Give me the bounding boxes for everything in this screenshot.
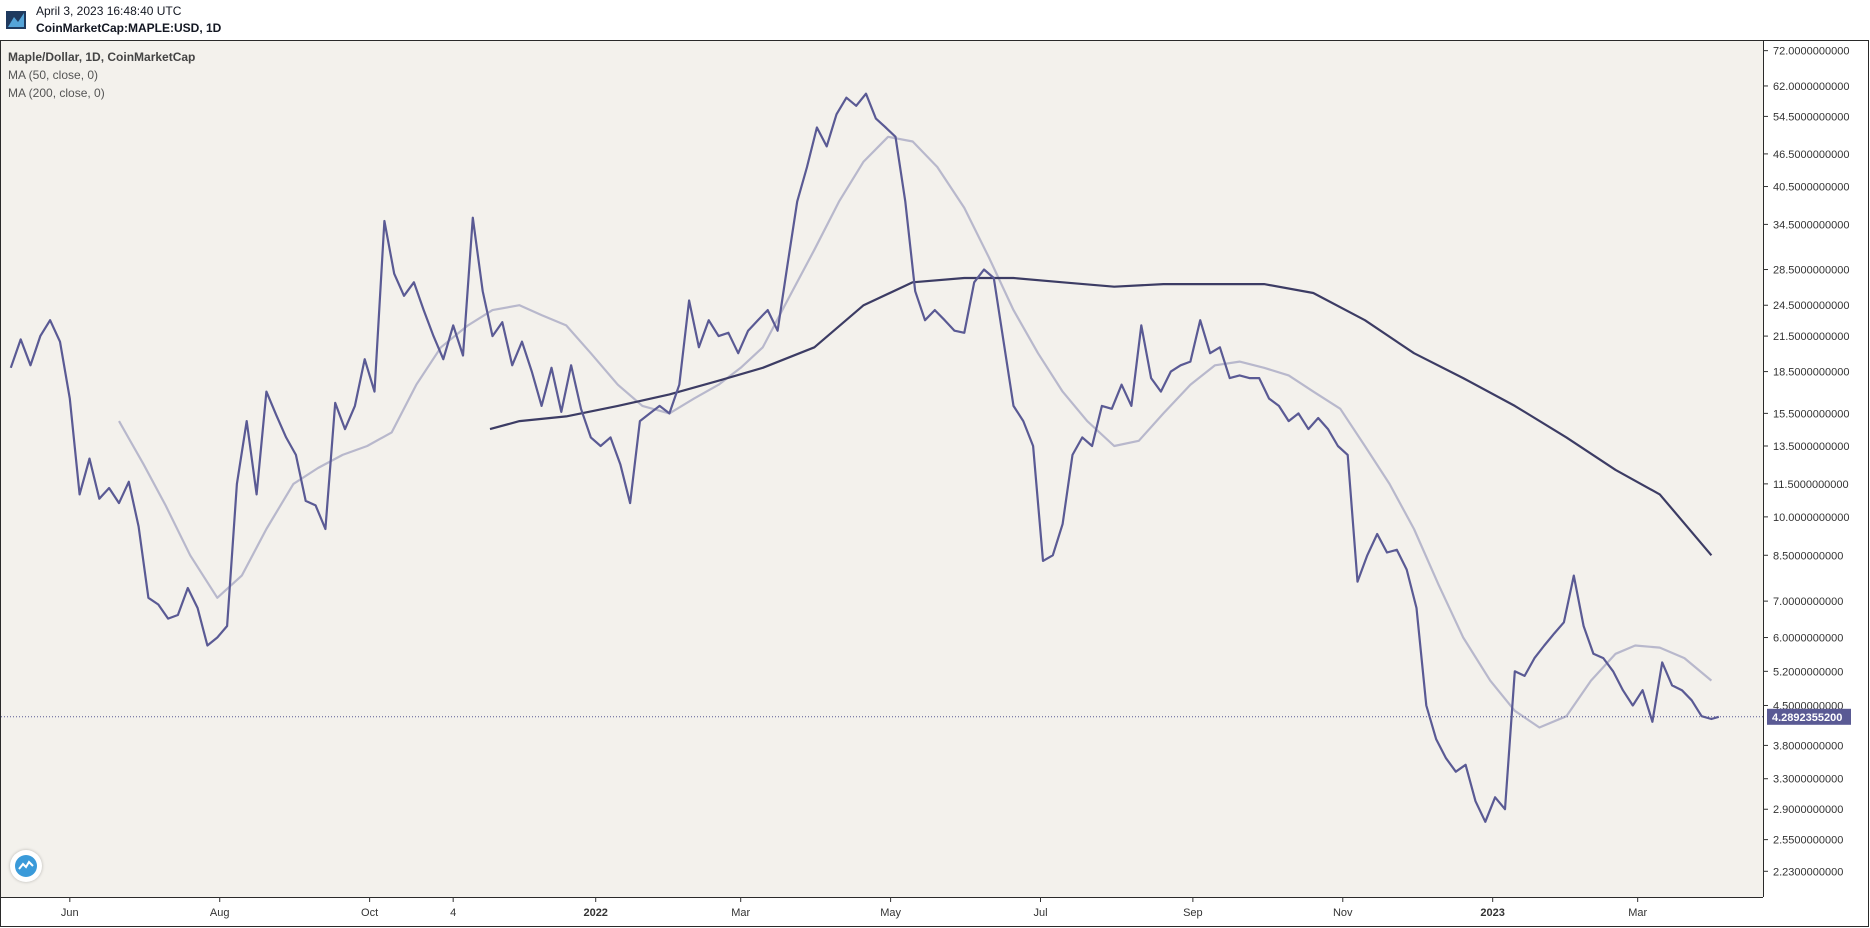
y-tick-label: 11.5000000000 — [1773, 479, 1849, 491]
chart-container: 72.0000000000 62.0000000000 54.5000000000 4… — [0, 40, 1870, 928]
tradingview-logo-icon — [6, 11, 26, 29]
x-tick-label: Oct — [361, 907, 378, 919]
price-chart: 72.0000000000 62.0000000000 54.5000000000 4… — [0, 40, 1869, 927]
y-tick-label: 46.5000000000 — [1773, 149, 1849, 161]
y-tick-label: 7.0000000000 — [1773, 596, 1843, 608]
ma50-series-line — [118, 135, 1713, 729]
x-tick-label: Mar — [731, 907, 750, 919]
last-price-group: 4.2892355200 — [1, 708, 1851, 725]
x-tick-label: Aug — [210, 907, 230, 919]
y-tick-label: 13.5000000000 — [1773, 441, 1849, 453]
price-series-line — [9, 92, 1720, 823]
plot-area — [1, 41, 1763, 897]
x-tick-label: 2022 — [583, 907, 607, 919]
y-tick-label: 72.0000000000 — [1773, 46, 1849, 58]
y-tick-label: 2.5500000000 — [1773, 835, 1843, 847]
y-tick-label: 34.5000000000 — [1773, 219, 1849, 231]
y-tick-label: 2.2300000000 — [1773, 866, 1843, 878]
y-tick-label: 3.8000000000 — [1773, 740, 1843, 752]
legend-ma200[interactable]: MA (200, close, 0) — [8, 86, 105, 100]
snapshot-timestamp: April 3, 2023 16:48:40 UTC — [36, 4, 182, 18]
x-tick-label: 4 — [450, 907, 456, 919]
x-tick-label: Mar — [1628, 907, 1647, 919]
chart-legend: Maple/Dollar, 1D, CoinMarketCap MA (50, … — [8, 48, 195, 102]
y-tick-label: 2.9000000000 — [1773, 804, 1843, 816]
y-tick-label: 15.5000000000 — [1773, 408, 1849, 420]
last-price-badge — [1767, 708, 1851, 725]
y-tick-label: 54.5000000000 — [1773, 111, 1849, 123]
legend-title: Maple/Dollar, 1D, CoinMarketCap — [8, 50, 196, 64]
price-axis: 72.0000000000 62.0000000000 54.5000000000 4… — [1763, 46, 1849, 878]
x-tick-label: Sep — [1183, 907, 1203, 919]
y-tick-label: 62.0000000000 — [1773, 81, 1849, 93]
x-tick-label: Nov — [1333, 907, 1353, 919]
series-layer — [9, 92, 1720, 823]
symbol-label: CoinMarketCap:MAPLE:USD, 1D — [36, 21, 222, 35]
y-tick-label: 24.5000000000 — [1773, 300, 1849, 312]
legend-ma50[interactable]: MA (50, close, 0) — [8, 68, 99, 82]
y-tick-label: 10.0000000000 — [1773, 512, 1849, 524]
header-bar: April 3, 2023 16:48:40 UTC CoinMarketCap… — [0, 0, 1870, 40]
last-price-label: 4.2892355200 — [1772, 712, 1842, 724]
y-tick-label: 8.5000000000 — [1773, 550, 1843, 562]
x-tick-label: May — [880, 907, 901, 919]
cloud-chart-icon — [15, 855, 37, 877]
y-tick-label: 5.2000000000 — [1773, 666, 1843, 678]
tradingview-watermark-icon[interactable] — [10, 850, 42, 882]
x-tick-label: 2023 — [1480, 907, 1504, 919]
y-tick-label: 21.5000000000 — [1773, 331, 1849, 343]
x-tick-label: Jul — [1033, 907, 1047, 919]
y-tick-label: 28.5000000000 — [1773, 265, 1849, 277]
time-axis: Jun Aug Oct 4 2022 Mar May Jul Sep Nov 2023 Mar — [61, 897, 1647, 919]
y-tick-label: 6.0000000000 — [1773, 633, 1843, 645]
y-tick-label: 40.5000000000 — [1773, 182, 1849, 194]
x-tick-label: Jun — [61, 907, 79, 919]
y-tick-label: 3.3000000000 — [1773, 774, 1843, 786]
y-tick-label: 18.5000000000 — [1773, 367, 1849, 379]
